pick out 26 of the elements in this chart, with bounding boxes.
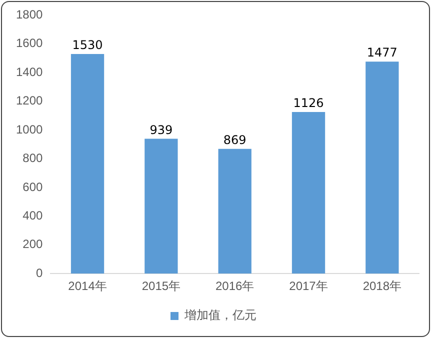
data-label: 1530 [72,38,103,52]
x-tick-label: 2018年 [362,279,402,294]
y-tick-label: 400 [22,208,44,222]
y-tick-label: 1200 [16,94,44,108]
bar [70,54,104,274]
legend-label: 增加值，亿元 [184,308,256,322]
bar [292,112,326,274]
bar [366,62,399,274]
data-label: 939 [150,122,173,137]
bar [144,138,178,274]
y-tick-label: 0 [36,266,44,280]
data-label: 869 [223,132,246,147]
x-tick-label: 2017年 [289,279,328,294]
y-tick-label: 1800 [16,8,44,22]
y-tick-label: 600 [22,180,44,194]
y-tick-label: 200 [22,237,44,252]
x-tick-label: 2016年 [215,279,254,294]
y-tick-label: 1000 [16,122,44,136]
bar [218,148,252,274]
data-label: 1126 [293,96,324,110]
x-tick-label: 2014年 [68,279,107,294]
y-tick-label: 1400 [16,64,44,79]
y-tick-label: 1600 [16,36,44,50]
x-tick-label: 2015年 [142,279,181,294]
data-label: 1477 [366,46,398,60]
y-tick-label: 800 [22,151,44,166]
